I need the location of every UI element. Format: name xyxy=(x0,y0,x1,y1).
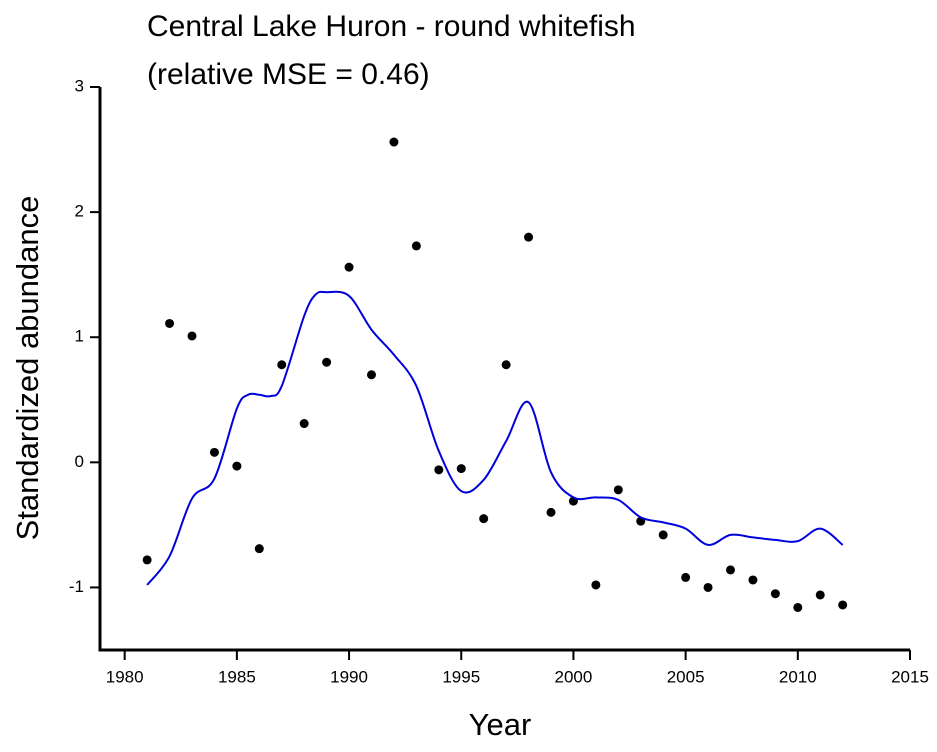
data-point xyxy=(142,555,152,565)
data-point xyxy=(658,530,668,540)
x-tick-label: 1985 xyxy=(218,667,256,686)
x-tick-label: 2000 xyxy=(555,667,593,686)
data-point xyxy=(434,465,444,475)
data-point xyxy=(613,485,623,495)
data-point xyxy=(725,565,735,575)
x-tick-label: 1980 xyxy=(106,667,144,686)
data-point xyxy=(748,575,758,585)
data-point xyxy=(546,507,556,517)
data-point xyxy=(277,360,287,370)
data-point xyxy=(815,590,825,600)
data-point xyxy=(501,360,511,370)
chart-subtitle: (relative MSE = 0.46) xyxy=(147,58,430,91)
data-point xyxy=(366,370,376,380)
y-tick-label: -1 xyxy=(69,577,84,596)
data-point xyxy=(209,447,219,457)
data-point xyxy=(389,137,399,147)
data-point xyxy=(591,580,601,590)
chart-title: Central Lake Huron - round whitefish xyxy=(147,10,636,43)
data-point xyxy=(524,232,534,242)
data-point xyxy=(187,331,197,341)
data-point xyxy=(456,464,466,474)
data-point xyxy=(479,514,489,524)
data-point xyxy=(254,544,264,554)
x-tick-label: 2015 xyxy=(891,667,929,686)
data-point xyxy=(838,600,848,610)
y-tick-label: 0 xyxy=(75,452,84,471)
x-axis-label: Year xyxy=(469,707,532,742)
y-tick-label: 1 xyxy=(75,327,84,346)
data-point xyxy=(770,589,780,599)
data-point xyxy=(703,582,713,592)
data-point xyxy=(299,419,309,429)
x-tick-label: 1995 xyxy=(442,667,480,686)
x-tick-label: 1990 xyxy=(330,667,368,686)
data-point xyxy=(681,572,691,582)
data-point xyxy=(793,602,803,612)
data-point xyxy=(411,241,421,251)
data-point xyxy=(322,357,332,367)
data-point xyxy=(232,461,242,471)
y-tick-label: 3 xyxy=(75,76,84,95)
y-axis-label: Standardized abundance xyxy=(10,196,45,541)
x-tick-label: 2010 xyxy=(779,667,817,686)
x-tick-label: 2005 xyxy=(667,667,705,686)
y-tick-label: 2 xyxy=(75,202,84,221)
data-point xyxy=(344,262,354,272)
data-point xyxy=(165,318,175,328)
smooth-line xyxy=(146,290,844,586)
